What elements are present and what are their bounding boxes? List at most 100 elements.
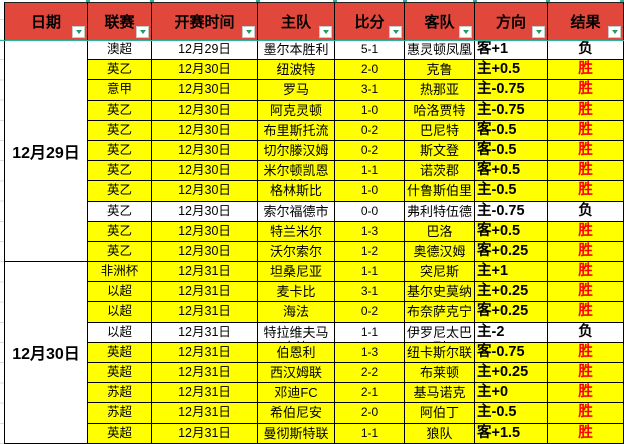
cell-league[interactable]: 以超 [88,322,152,343]
cell-league[interactable]: 英乙 [88,181,152,202]
cell-league[interactable]: 英超 [88,342,152,363]
cell-direction[interactable]: 主-0.75 [475,100,548,121]
cell-score[interactable]: 1-2 [335,241,405,263]
cell-home[interactable]: 希伯尼安 [258,403,335,424]
cell-direction[interactable]: 客+1 [475,40,548,61]
cell-score[interactable]: 1-3 [335,221,405,242]
cell-away[interactable]: 哈洛贾特 [405,100,475,121]
cell-league[interactable]: 英乙 [88,60,152,81]
cell-result[interactable]: 负 [548,201,624,222]
cell-away[interactable]: 热那亚 [405,80,475,101]
cell-time[interactable]: 12月30日 [152,120,258,141]
cell-result[interactable]: 负 [548,322,624,343]
cell-time[interactable]: 12月30日 [152,181,258,202]
cell-league[interactable]: 英超 [88,423,152,444]
cell-time[interactable]: 12月31日 [152,262,258,283]
cell-score[interactable]: 0-2 [335,120,405,141]
cell-result[interactable]: 胜 [548,262,624,283]
cell-time[interactable]: 12月31日 [152,342,258,363]
cell-time[interactable]: 12月30日 [152,221,258,242]
cell-away[interactable]: 纽卡斯尔联 [405,342,475,363]
filter-dropdown-button-score[interactable] [389,26,402,38]
cell-score[interactable]: 1-0 [335,181,405,202]
cell-league[interactable]: 苏超 [88,383,152,404]
cell-direction[interactable]: 客+1.5 [475,423,548,444]
cell-away[interactable]: 伊罗尼太巴列 [405,322,475,343]
cell-result[interactable]: 胜 [548,241,624,263]
filter-dropdown-button-direction[interactable] [532,26,545,38]
cell-time[interactable]: 12月30日 [152,140,258,162]
cell-result[interactable]: 胜 [548,302,624,323]
cell-league[interactable]: 以超 [88,282,152,303]
filter-dropdown-button-time[interactable] [242,26,255,38]
cell-score[interactable]: 1-3 [335,342,405,363]
cell-direction[interactable]: 客-0.5 [475,140,548,162]
cell-time[interactable]: 12月31日 [152,363,258,384]
cell-away[interactable]: 突尼斯 [405,262,475,283]
cell-score[interactable]: 3-1 [335,282,405,303]
cell-league[interactable]: 英乙 [88,100,152,121]
cell-time[interactable]: 12月30日 [152,241,258,263]
cell-direction[interactable]: 客+0.25 [475,241,548,263]
filter-dropdown-button-result[interactable] [608,26,621,38]
filter-dropdown-button-date[interactable] [72,26,85,38]
filter-dropdown-button-away[interactable] [459,26,472,38]
cell-league[interactable]: 英乙 [88,140,152,162]
cell-home[interactable]: 纽波特 [258,60,335,81]
cell-result[interactable]: 胜 [548,140,624,162]
cell-home[interactable]: 特拉维夫马卡比 [258,322,335,343]
cell-home[interactable]: 切尔滕汉姆 [258,140,335,162]
cell-time[interactable]: 12月31日 [152,403,258,424]
cell-home[interactable]: 布里斯托流浪 [258,120,335,141]
cell-direction[interactable]: 客+0.5 [475,221,548,242]
cell-league[interactable]: 英乙 [88,120,152,141]
cell-away[interactable]: 弗利特伍德 [405,201,475,222]
cell-score[interactable]: 1-1 [335,322,405,343]
cell-direction[interactable]: 客+0.25 [475,302,548,323]
cell-away[interactable]: 布莱顿 [405,363,475,384]
cell-score[interactable]: 5-1 [335,40,405,61]
cell-result[interactable]: 胜 [548,403,624,424]
cell-away[interactable]: 什鲁斯伯里 [405,181,475,202]
cell-home[interactable]: 墨尔本胜利 [258,40,335,61]
cell-league[interactable]: 以超 [88,302,152,323]
cell-time[interactable]: 12月31日 [152,302,258,323]
cell-away[interactable]: 诺茨郡 [405,161,475,182]
cell-direction[interactable]: 客-0.5 [475,120,548,141]
cell-score[interactable]: 2-0 [335,60,405,81]
cell-home[interactable]: 坦桑尼亚 [258,262,335,283]
cell-time[interactable]: 12月30日 [152,80,258,101]
cell-league[interactable]: 意甲 [88,80,152,101]
cell-away[interactable]: 克鲁 [405,60,475,81]
cell-score[interactable]: 1-0 [335,100,405,121]
cell-home[interactable]: 邓迪FC [258,383,335,404]
cell-league[interactable]: 英乙 [88,221,152,242]
cell-direction[interactable]: 主-0.5 [475,403,548,424]
filter-dropdown-button-league[interactable] [136,26,149,38]
cell-home[interactable]: 罗马 [258,80,335,101]
cell-away[interactable]: 巴洛 [405,221,475,242]
date-group-dec29[interactable]: 12月29日 [4,40,88,263]
cell-score[interactable]: 2-1 [335,383,405,404]
cell-result[interactable]: 胜 [548,100,624,121]
cell-result[interactable]: 胜 [548,363,624,384]
cell-direction[interactable]: 主+1 [475,262,548,283]
cell-direction[interactable]: 主-0.75 [475,201,548,222]
cell-home[interactable]: 特兰米尔 [258,221,335,242]
cell-away[interactable]: 布奈萨克宁 [405,302,475,323]
cell-home[interactable]: 曼彻斯特联 [258,423,335,444]
cell-away[interactable]: 斯文登 [405,140,475,162]
cell-away[interactable]: 惠灵顿凤凰 [405,40,475,61]
cell-result[interactable]: 胜 [548,423,624,444]
cell-time[interactable]: 12月31日 [152,282,258,303]
cell-away[interactable]: 基尔史莫纳 [405,282,475,303]
cell-result[interactable]: 胜 [548,161,624,182]
cell-result[interactable]: 胜 [548,282,624,303]
cell-home[interactable]: 格林斯比 [258,181,335,202]
cell-score[interactable]: 0-0 [335,201,405,222]
cell-away[interactable]: 基马诺克 [405,383,475,404]
cell-league[interactable]: 英乙 [88,241,152,263]
cell-league[interactable]: 英乙 [88,201,152,222]
cell-away[interactable]: 奥德汉姆 [405,241,475,263]
cell-home[interactable]: 海法 [258,302,335,323]
